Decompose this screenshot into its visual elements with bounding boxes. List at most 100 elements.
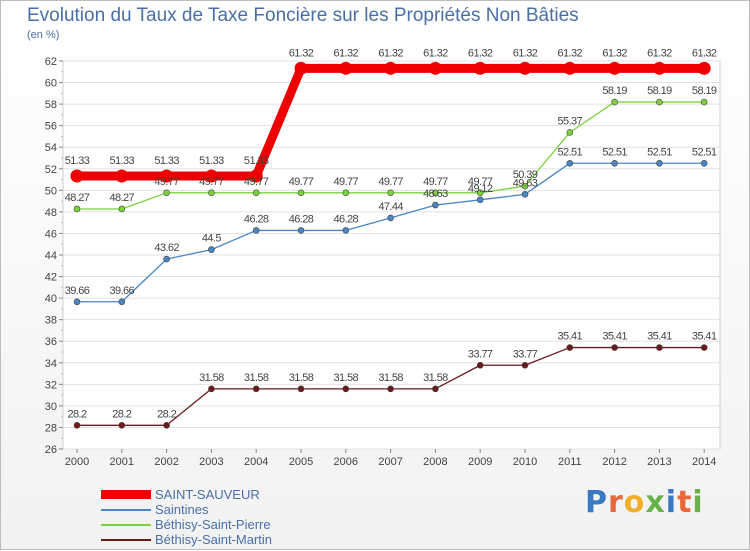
data-point-saintines-2005	[297, 227, 305, 234]
data-label-bethisy-saint-pierre-2004: 49.77	[244, 176, 269, 188]
data-point-bethisy-saint-martin-2004	[252, 385, 260, 393]
x-tick-label-2009: 2009	[468, 456, 492, 468]
data-point-saint-sauveur-2013	[652, 61, 666, 75]
data-label-bethisy-saint-martin-2007: 31.58	[378, 372, 403, 384]
data-label-saint-sauveur-2009: 61.32	[468, 47, 493, 59]
data-point-bethisy-saint-martin-2010	[521, 361, 529, 369]
data-point-saintines-2000	[73, 298, 81, 306]
data-label-bethisy-saint-martin-2010: 33.77	[513, 348, 538, 360]
data-point-bethisy-saint-pierre-2000	[73, 205, 81, 213]
data-label-saintines-2003: 44.5	[202, 233, 221, 245]
data-point-saint-sauveur-2003	[204, 169, 218, 183]
y-tick-label-32: 32	[45, 379, 57, 391]
x-tick-label-2014: 2014	[692, 456, 716, 468]
x-tick-label-2006: 2006	[334, 456, 358, 468]
data-label-bethisy-saint-martin-2004: 31.58	[244, 372, 269, 384]
data-label-bethisy-saint-martin-2003: 31.58	[199, 372, 224, 384]
data-point-saint-sauveur-2002	[160, 169, 174, 183]
x-tick-label-2002: 2002	[154, 456, 178, 468]
data-point-bethisy-saint-pierre-2008	[432, 189, 439, 197]
data-point-saint-sauveur-2001	[115, 169, 129, 183]
data-label-bethisy-saint-martin-2011: 35.41	[558, 331, 583, 343]
data-label-bethisy-saint-martin-2008: 31.58	[423, 372, 448, 384]
data-label-saintines-2008: 48.63	[423, 188, 448, 200]
y-tick-label-60: 60	[45, 78, 57, 90]
data-point-bethisy-saint-martin-2003	[208, 385, 215, 393]
data-point-saintines-2013	[656, 159, 663, 167]
legend-label-bethisy-saint-pierre: Béthisy-Saint-Pierre	[155, 517, 271, 532]
data-label-saintines-2007: 47.44	[378, 201, 403, 213]
data-label-bethisy-saint-pierre-2014: 58.19	[692, 85, 717, 97]
y-tick-label-34: 34	[45, 358, 57, 370]
data-point-bethisy-saint-martin-2012	[611, 344, 618, 351]
data-point-bethisy-saint-pierre-2013	[656, 98, 663, 106]
legend-label-saintines: Saintines	[155, 502, 209, 517]
data-label-saintines-2006: 46.28	[334, 213, 359, 225]
y-tick-label-58: 58	[45, 99, 57, 111]
data-point-bethisy-saint-martin-2008	[432, 385, 439, 393]
data-label-bethisy-saint-pierre-2003: 49.77	[199, 176, 224, 188]
data-label-bethisy-saint-martin-2002: 28.2	[157, 408, 176, 420]
data-point-saintines-2004	[252, 227, 260, 234]
y-tick-label-44: 44	[45, 250, 57, 262]
data-label-saint-sauveur-2006: 61.32	[334, 47, 359, 59]
y-tick-label-46: 46	[45, 228, 57, 240]
data-label-bethisy-saint-pierre-2001: 48.27	[110, 192, 135, 204]
data-label-bethisy-saint-pierre-2006: 49.77	[334, 176, 359, 188]
data-label-saint-sauveur-2002: 51.33	[154, 155, 179, 167]
x-tick-label-2013: 2013	[647, 456, 671, 468]
data-point-bethisy-saint-martin-2005	[297, 385, 305, 393]
data-point-saintines-2011	[566, 159, 574, 167]
legend-swatch-bethisy-saint-martin	[101, 539, 151, 541]
data-label-saint-sauveur-2012: 61.32	[602, 47, 627, 59]
data-point-saint-sauveur-2008	[428, 61, 442, 75]
data-label-saintines-2010: 49.63	[513, 177, 538, 189]
data-point-bethisy-saint-pierre-2010	[521, 182, 529, 190]
data-label-bethisy-saint-martin-2001: 28.2	[112, 408, 131, 420]
data-point-bethisy-saint-pierre-2001	[118, 205, 126, 213]
y-tick-label-48: 48	[45, 207, 57, 219]
data-label-saint-sauveur-2010: 61.32	[513, 47, 538, 59]
data-label-saint-sauveur-2008: 61.32	[423, 47, 448, 59]
data-point-saintines-2002	[163, 255, 170, 263]
x-tick-label-2007: 2007	[378, 456, 402, 468]
data-label-saint-sauveur-2005: 61.32	[289, 47, 314, 59]
legend-label-bethisy-saint-martin: Béthisy-Saint-Martin	[155, 532, 273, 547]
data-label-saint-sauveur-2000: 51.33	[65, 155, 90, 167]
x-tick-label-2000: 2000	[65, 456, 89, 468]
data-point-saintines-2012	[611, 159, 618, 167]
data-point-bethisy-saint-pierre-2003	[208, 189, 215, 197]
data-point-bethisy-saint-pierre-2006	[342, 189, 350, 197]
data-point-bethisy-saint-pierre-2005	[297, 189, 305, 197]
x-tick-label-2008: 2008	[423, 456, 447, 468]
data-label-bethisy-saint-pierre-2011: 55.37	[558, 115, 583, 127]
data-point-saint-sauveur-2012	[608, 61, 622, 75]
data-point-bethisy-saint-martin-2011	[566, 344, 574, 351]
proxiti-logo: Proxiti	[585, 485, 704, 520]
x-tick-label-2005: 2005	[289, 456, 313, 468]
data-label-saintines-2005: 46.28	[289, 213, 314, 225]
data-label-saint-sauveur-2011: 61.32	[558, 47, 583, 59]
data-label-bethisy-saint-pierre-2013: 58.19	[647, 85, 672, 97]
data-point-bethisy-saint-pierre-2002	[163, 189, 170, 197]
data-label-bethisy-saint-martin-2012: 35.41	[602, 331, 627, 343]
x-tick-label-2012: 2012	[602, 456, 626, 468]
data-label-bethisy-saint-pierre-2012: 58.19	[602, 85, 627, 97]
data-point-bethisy-saint-martin-2013	[656, 344, 663, 351]
y-tick-label-30: 30	[45, 401, 57, 413]
data-label-bethisy-saint-pierre-2005: 49.77	[289, 176, 314, 188]
data-point-saint-sauveur-2009	[473, 61, 487, 75]
x-tick-label-2004: 2004	[244, 456, 268, 468]
data-label-saintines-2001: 39.66	[110, 285, 135, 297]
data-point-saintines-2008	[432, 201, 439, 209]
data-point-saint-sauveur-2011	[563, 61, 577, 75]
data-label-bethisy-saint-martin-2009: 33.77	[468, 348, 493, 360]
x-tick-label-2003: 2003	[199, 456, 223, 468]
data-point-bethisy-saint-martin-2000	[73, 421, 81, 429]
data-label-saint-sauveur-2013: 61.32	[647, 47, 672, 59]
y-tick-label-62: 62	[45, 56, 57, 68]
data-label-saintines-2013: 52.51	[647, 146, 672, 158]
y-tick-label-52: 52	[45, 164, 57, 176]
x-tick-label-2001: 2001	[110, 456, 134, 468]
data-point-bethisy-saint-martin-2007	[387, 385, 394, 393]
